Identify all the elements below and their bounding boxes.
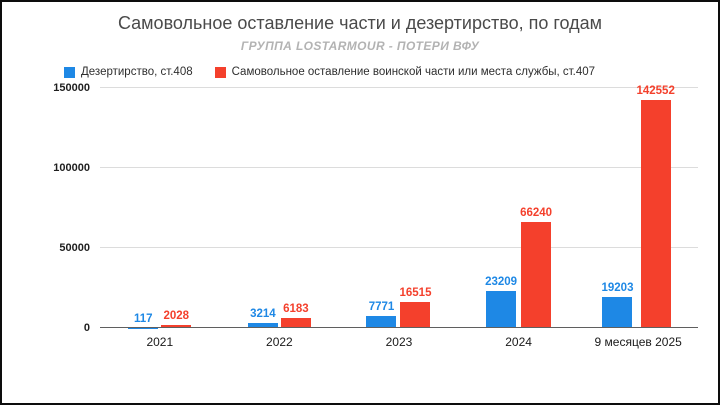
- bar-value-label: 16515: [399, 286, 432, 299]
- bar: [521, 222, 552, 328]
- chart-title: Самовольное оставление части и дезертирс…: [117, 13, 603, 33]
- plot-area: 117 2028 3214 6183 7771 16515 23209 66240 19203 1…: [100, 84, 698, 328]
- bar-groups: 117 2028 3214 6183 7771 16515 23209 66240 19203 1…: [100, 84, 698, 328]
- bar-value-label: 117: [134, 312, 153, 325]
- x-axis-labels: 2021 2022 2023 2024 9 месяцев 2025: [100, 335, 698, 349]
- legend-item-0: Дезертирство, ст.408: [64, 66, 193, 78]
- legend-item-1: Самовольное оставление воинской части ил…: [214, 66, 596, 78]
- bar-group-9 месяцев 2025: 19203 142552: [578, 84, 698, 328]
- bar-column: 117: [128, 312, 159, 328]
- bar-group-2021: 117 2028: [100, 88, 220, 328]
- bar-group-2024: 23209 66240: [459, 88, 579, 328]
- chart-subtitle: ГРУППА LOSTARMOUR - ПОТЕРИ ВФУ: [240, 39, 480, 53]
- bar-column: 19203: [601, 282, 633, 328]
- x-axis-label: 9 месяцев 2025: [594, 335, 682, 349]
- legend-label: Самовольное оставление воинской части ил…: [231, 66, 596, 78]
- bar-group-2022: 3214 6183: [220, 88, 340, 328]
- bar: [161, 324, 192, 328]
- bar: [640, 99, 671, 328]
- plot-row: 0 50000 100000 150000 117 2028 3214 6183 7771 16…: [12, 82, 698, 334]
- gridline: [100, 87, 698, 88]
- bar-value-label: 19203: [601, 282, 634, 295]
- y-axis-labels: 0 50000 100000 150000: [12, 82, 100, 334]
- y-tick-label: 150000: [53, 82, 90, 94]
- legend-label: Дезертирство, ст.408: [81, 66, 193, 78]
- y-tick-label: 100000: [53, 162, 90, 174]
- bar-column: 16515: [399, 287, 431, 328]
- legend-swatch-icon: [64, 66, 75, 78]
- bar-group-2023: 7771 16515: [339, 88, 459, 328]
- bar-column: 7771: [366, 300, 397, 328]
- x-axis-label: 2022: [266, 335, 293, 349]
- x-axis-label: 2023: [385, 335, 413, 349]
- y-tick-label: 0: [83, 322, 90, 334]
- bar-value-label: 7771: [368, 300, 395, 313]
- bar: [280, 318, 311, 328]
- gridline: [100, 167, 698, 168]
- bar-value-label: 6183: [283, 303, 309, 316]
- bar-value-label: 142552: [636, 84, 675, 97]
- bar-value-label: 66240: [520, 207, 553, 220]
- legend-swatch-icon: [214, 66, 226, 78]
- bar-value-label: 2028: [163, 309, 190, 322]
- bar-column: 66240: [520, 207, 552, 328]
- bar: [400, 301, 431, 328]
- bar-value-label: 3214: [250, 307, 276, 320]
- bar-column: 23209: [485, 276, 517, 328]
- bar: [366, 315, 397, 328]
- x-axis-label: 2024: [505, 335, 532, 349]
- bar-value-label: 23209: [485, 275, 518, 288]
- gridline: [100, 247, 698, 248]
- bar: [486, 290, 517, 328]
- bar: [247, 322, 278, 328]
- y-tick-label: 50000: [59, 242, 90, 254]
- legend: Дезертирство, ст.408 Самовольное оставлен…: [64, 66, 718, 78]
- bar-column: 2028: [161, 309, 192, 328]
- x-axis-label: 2021: [146, 335, 174, 349]
- bar: [602, 297, 633, 328]
- bar-column: 6183: [280, 303, 311, 328]
- x-axis-line: [100, 327, 698, 328]
- bar-column: 142552: [636, 84, 675, 328]
- bar-column: 3214: [247, 307, 278, 328]
